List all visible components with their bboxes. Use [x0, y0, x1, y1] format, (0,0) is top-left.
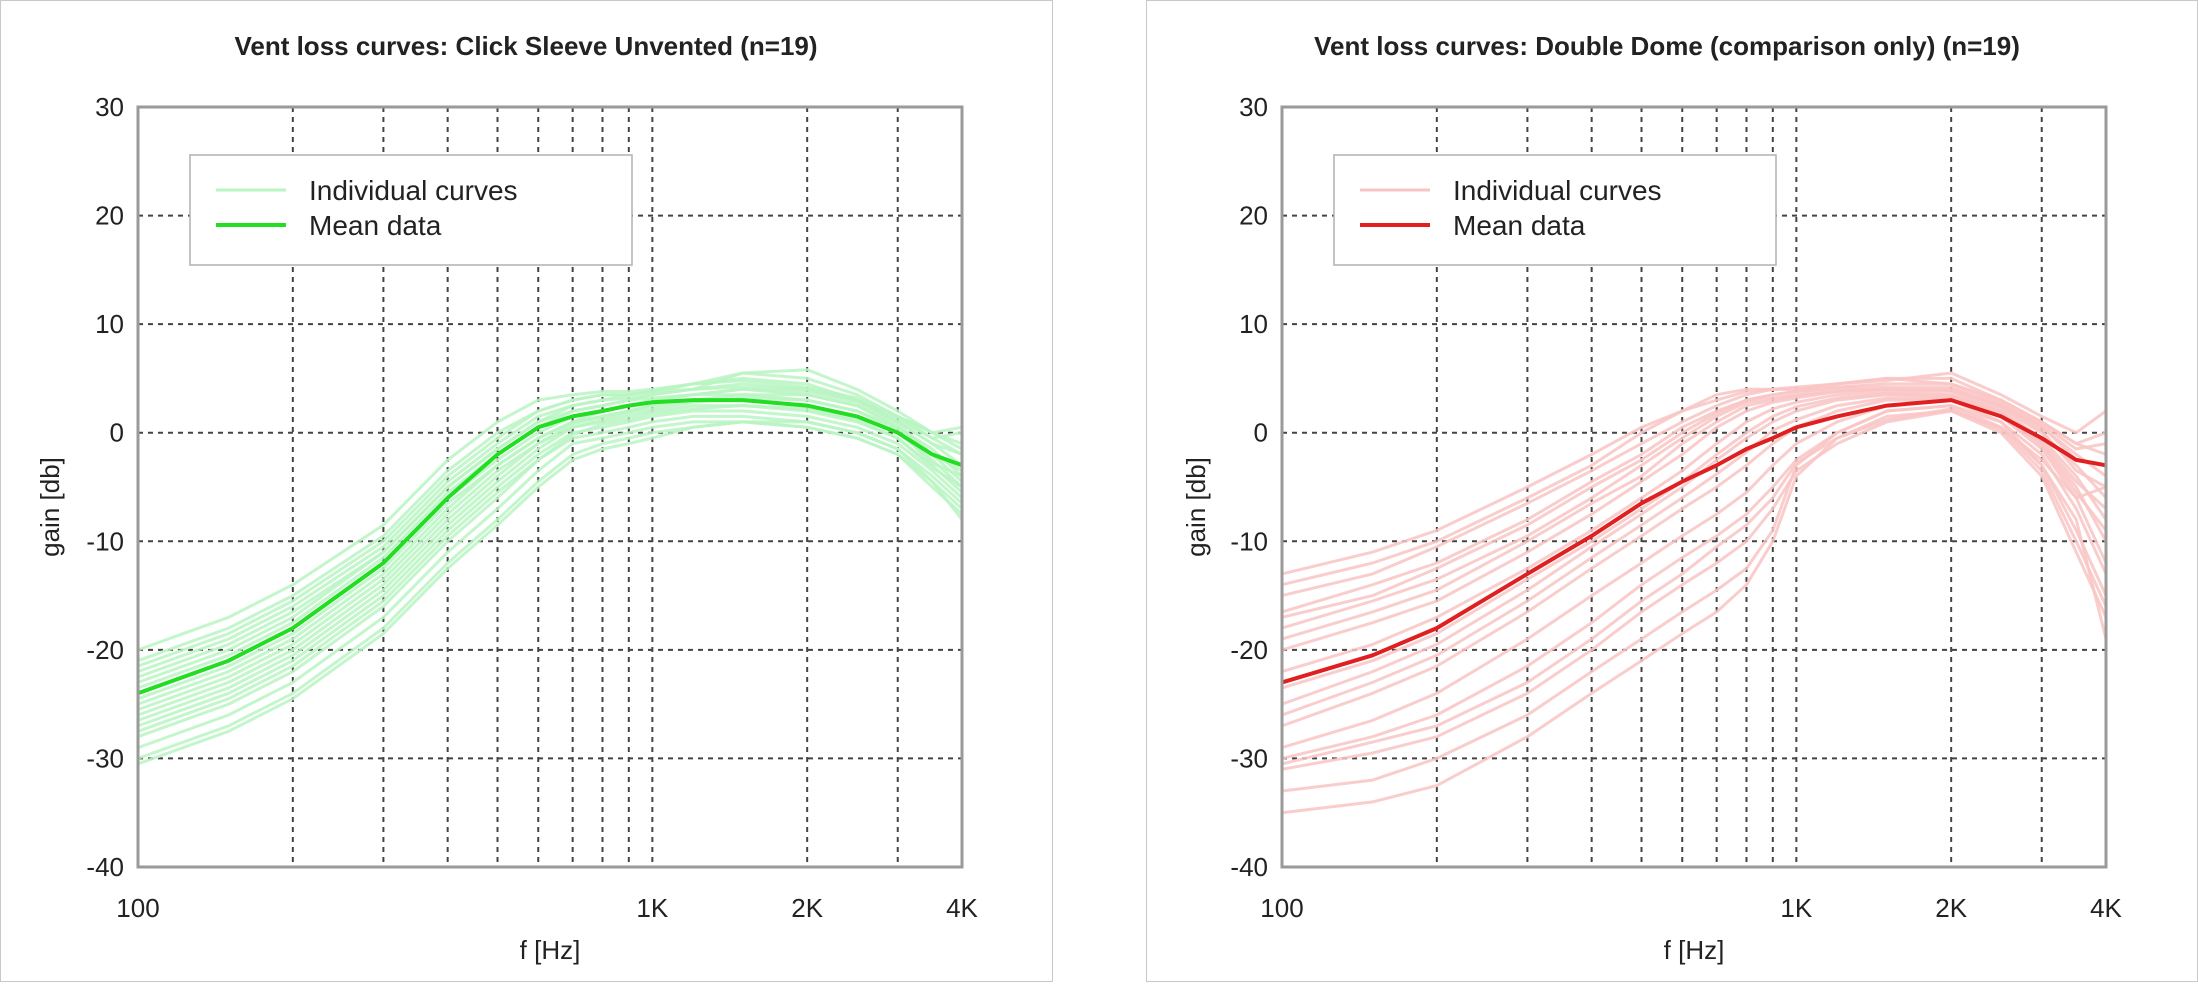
individual-curve	[1281, 387, 2107, 641]
individual-curve	[137, 385, 963, 690]
y-axis-label: gain [db]	[1181, 457, 1211, 557]
chart-panel-click-sleeve: Vent loss curves: Click Sleeve Unvented …	[0, 0, 1053, 982]
y-tick-label: -40	[1230, 852, 1268, 882]
chart-title: Vent loss curves: Double Dome (compariso…	[1314, 31, 2020, 61]
individual-curve	[1281, 409, 2108, 771]
x-tick-label: 4K	[946, 893, 978, 923]
individual-curve	[137, 393, 963, 712]
y-tick-label: -30	[86, 743, 124, 773]
curves	[1281, 371, 2108, 815]
legend: Individual curves Mean data	[1333, 154, 1777, 266]
y-tick-label: -40	[86, 852, 124, 882]
chart-svg-double-dome: Vent loss curves: Double Dome (compariso…	[1181, 31, 2123, 965]
individual-curve	[137, 404, 964, 717]
individual-curve	[1281, 409, 2107, 815]
y-tick-label: 10	[95, 309, 124, 339]
y-tick-label: 30	[95, 92, 124, 122]
legend-label: Individual curves	[309, 175, 518, 206]
mean-curve	[1281, 398, 2107, 685]
individual-curve	[1281, 376, 2107, 587]
x-axis-label: f [Hz]	[520, 935, 581, 965]
individual-curve	[137, 420, 964, 766]
y-tick-label: -30	[1230, 743, 1268, 773]
mean-curve	[137, 398, 963, 696]
x-tick-label: 1K	[1780, 893, 1812, 923]
y-tick-label: -20	[86, 635, 124, 665]
y-tick-label: 30	[1239, 92, 1268, 122]
legend-label: Individual curves	[1453, 175, 1662, 206]
legend: Individual curves Mean data	[189, 154, 633, 266]
legend-box	[1333, 154, 1777, 266]
individual-curve	[137, 420, 964, 760]
x-tick-label: 100	[116, 893, 159, 923]
y-tick-label: 0	[1254, 418, 1268, 448]
individual-curve	[1281, 385, 2107, 619]
x-axis-label: f [Hz]	[1664, 935, 1725, 965]
plot-frame	[1280, 105, 2108, 869]
chart-title: Vent loss curves: Click Sleeve Unvented …	[234, 31, 817, 61]
y-tick-label: -20	[1230, 635, 1268, 665]
x-tick-label: 1K	[636, 893, 668, 923]
x-tick-label: 4K	[2090, 893, 2122, 923]
x-tick-label: 100	[1260, 893, 1303, 923]
chart-panel-double-dome: Vent loss curves: Double Dome (compariso…	[1146, 0, 2198, 982]
y-tick-label: 10	[1239, 309, 1268, 339]
y-axis-label: gain [db]	[35, 457, 65, 557]
curves	[137, 368, 964, 766]
individual-curve	[1281, 392, 2108, 690]
y-tick-label: 0	[110, 418, 124, 448]
individual-curve	[1281, 404, 2108, 793]
individual-curve	[1281, 387, 2108, 652]
y-tick-label: 20	[95, 201, 124, 231]
legend-label: Mean data	[1453, 210, 1586, 241]
individual-curve	[1281, 407, 2108, 766]
y-tick-label: -10	[86, 526, 124, 556]
x-tick-label: 2K	[1935, 893, 1967, 923]
y-tick-label: -10	[1230, 526, 1268, 556]
individual-curve	[137, 409, 964, 728]
individual-curve	[1281, 371, 2107, 598]
x-tick-label: 2K	[791, 893, 823, 923]
individual-curve	[137, 404, 963, 733]
chart-svg-click-sleeve: Vent loss curves: Click Sleeve Unvented …	[35, 31, 979, 965]
y-tick-label: 20	[1239, 201, 1268, 231]
individual-curve	[137, 396, 963, 722]
legend-label: Mean data	[309, 210, 442, 241]
legend-box	[189, 154, 633, 266]
individual-curve	[137, 379, 963, 679]
individual-curve	[137, 368, 963, 668]
plot-frame	[136, 105, 964, 869]
